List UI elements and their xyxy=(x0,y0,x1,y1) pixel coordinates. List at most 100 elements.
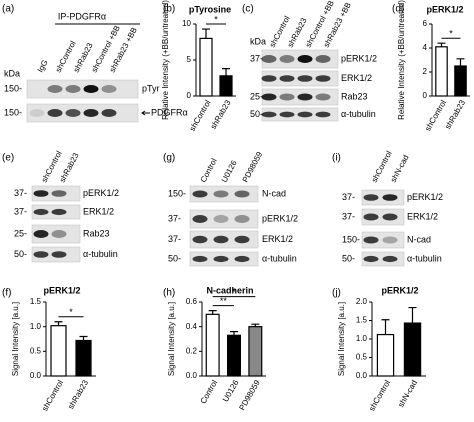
row-label: Rab23 xyxy=(341,91,368,101)
band xyxy=(382,194,398,201)
band xyxy=(101,109,117,117)
y-tick-label: 0.5 xyxy=(356,353,368,362)
band xyxy=(261,111,277,118)
band xyxy=(279,75,295,82)
y-tick-label: 0.0 xyxy=(30,371,42,380)
significance-label: ** xyxy=(220,296,228,306)
band xyxy=(382,213,398,221)
band xyxy=(33,190,49,197)
band xyxy=(234,190,250,198)
panel-letter: (g) xyxy=(163,153,175,164)
row-label: ERK1/2 xyxy=(341,73,372,83)
band xyxy=(101,85,117,93)
row-label: pERK1/2 xyxy=(341,53,377,63)
y-tick-label: 2 xyxy=(423,67,428,76)
bar xyxy=(454,65,467,97)
error-bar xyxy=(381,319,390,335)
blot-strip xyxy=(361,231,405,249)
row-label: pERK1/2 xyxy=(262,213,298,223)
band xyxy=(29,109,45,117)
lane-label: U0126 xyxy=(220,158,239,184)
y-tick-label: 0.5 xyxy=(30,346,42,355)
band xyxy=(363,194,379,201)
y-tick-label: 1.0 xyxy=(356,334,368,343)
band xyxy=(213,215,229,223)
error-bar xyxy=(54,321,63,326)
panel-letter: (a) xyxy=(2,4,14,15)
band xyxy=(47,85,63,93)
lane-label: PD98059 xyxy=(241,150,265,184)
mw-label: 150- xyxy=(4,107,22,117)
significance-label: * xyxy=(69,307,73,317)
band xyxy=(382,236,398,244)
blot-strip xyxy=(26,103,139,123)
y-tick-label: 1.0 xyxy=(30,322,42,331)
bar xyxy=(75,339,92,377)
band xyxy=(279,111,295,118)
significance-label: * xyxy=(449,29,453,39)
blot-strip xyxy=(31,224,81,244)
panel-letter: (i) xyxy=(332,153,341,164)
mw-label: 37- xyxy=(168,234,181,244)
band xyxy=(261,75,277,82)
kda-label: kDa xyxy=(250,36,266,46)
band xyxy=(297,75,313,82)
y-tick-label: 2.0 xyxy=(356,297,368,306)
row-label: PDGFRα xyxy=(151,107,188,117)
panel-letter: (f) xyxy=(2,288,11,299)
x-tick-label: shRab23 xyxy=(66,378,90,411)
row-label: Rab23 xyxy=(83,228,110,238)
mw-label: 37- xyxy=(342,211,355,221)
x-tick-label: shControl xyxy=(367,378,392,412)
band xyxy=(213,235,229,244)
row-label: ERK1/2 xyxy=(407,211,438,221)
y-tick-label: 0.0 xyxy=(356,371,368,380)
band xyxy=(234,215,250,223)
mw-label: 25- xyxy=(14,228,27,238)
bar xyxy=(248,326,263,377)
y-tick-label: 0 xyxy=(187,91,192,100)
ip-header: IP-PDGFRα xyxy=(58,11,106,21)
panel-letter: (b) xyxy=(163,4,175,15)
y-axis-label: Signal Intensity [a.u.] xyxy=(167,302,176,376)
band xyxy=(261,93,277,101)
kda-label: kDa xyxy=(4,68,20,78)
blot-strip xyxy=(189,209,259,229)
row-label: α-tubulin xyxy=(83,249,118,259)
arrow xyxy=(141,110,150,116)
mw-label: 37- xyxy=(342,192,355,202)
y-tick-label: 0.4 xyxy=(186,322,198,331)
error-bar xyxy=(230,331,238,336)
band xyxy=(33,230,49,238)
y-tick-label: 0.6 xyxy=(186,297,198,306)
band xyxy=(192,215,208,223)
band xyxy=(363,213,379,221)
mw-label: 37- xyxy=(14,206,27,216)
band xyxy=(261,55,277,63)
bar xyxy=(403,322,422,377)
band xyxy=(33,251,49,258)
band xyxy=(51,190,67,197)
row-label: α-tubulin xyxy=(262,253,297,263)
band xyxy=(234,255,250,263)
row-label: α-tubulin xyxy=(407,253,442,263)
band xyxy=(51,230,67,238)
lane-label: Control xyxy=(199,157,219,184)
lane-label: IgG xyxy=(36,58,50,74)
mw-label: 50- xyxy=(14,249,27,259)
row-label: pERK1/2 xyxy=(83,188,119,198)
band xyxy=(213,255,229,263)
band xyxy=(47,109,63,117)
band xyxy=(297,111,313,118)
panel-letter: (d) xyxy=(392,4,404,15)
chart-title: pERK1/2 xyxy=(426,4,463,14)
row-label: N-cad xyxy=(262,188,286,198)
chart-title: N-cadherin xyxy=(206,285,253,295)
panel-letter: (e) xyxy=(2,153,14,164)
band xyxy=(65,109,81,117)
band xyxy=(279,93,295,101)
bar xyxy=(50,325,67,377)
panel-letter: (j) xyxy=(332,288,341,299)
band xyxy=(363,236,379,244)
